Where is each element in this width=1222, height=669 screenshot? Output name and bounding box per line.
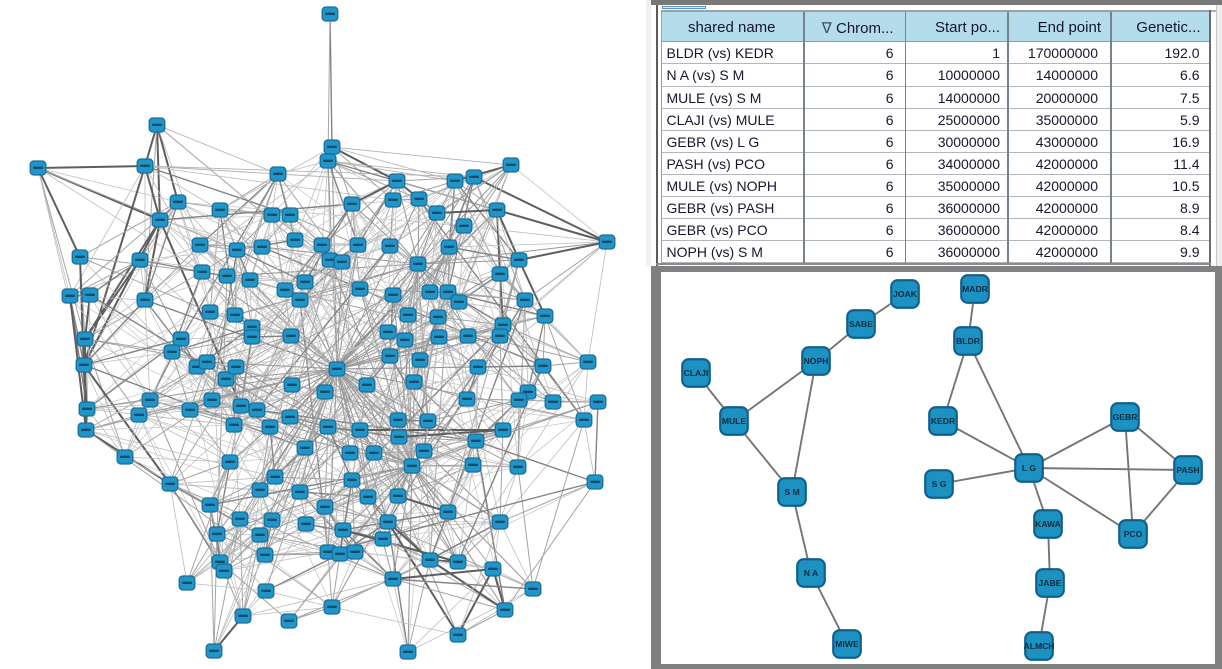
svg-text:NOPH: NOPH <box>804 356 829 366</box>
svg-text:GEBR: GEBR <box>1113 412 1139 422</box>
svg-text:MADR: MADR <box>962 284 989 294</box>
svg-text:N A: N A <box>804 568 818 578</box>
svg-text:BLDR: BLDR <box>956 336 981 346</box>
svg-text:JOAK: JOAK <box>893 289 918 299</box>
svg-text:KAWA: KAWA <box>1035 519 1061 529</box>
svg-text:PASH: PASH <box>1176 465 1199 475</box>
svg-text:JABE: JABE <box>1039 578 1062 588</box>
svg-text:ALMCH: ALMCH <box>1023 641 1054 651</box>
svg-text:S M: S M <box>784 487 799 497</box>
svg-text:MIWE: MIWE <box>835 639 859 649</box>
svg-text:CLAJI: CLAJI <box>684 368 709 378</box>
svg-text:SABE: SABE <box>849 319 873 329</box>
svg-text:MULE: MULE <box>722 416 747 426</box>
svg-text:L G: L G <box>1022 463 1036 473</box>
svg-text:KEDR: KEDR <box>931 416 956 426</box>
svg-text:S G: S G <box>932 479 947 489</box>
svg-text:PCO: PCO <box>1124 529 1143 539</box>
